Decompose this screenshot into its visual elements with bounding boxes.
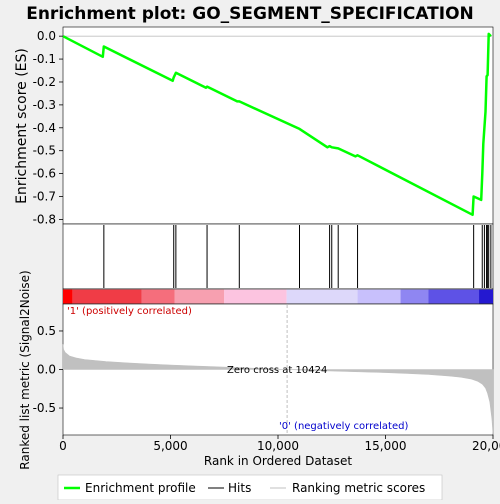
es-tick-label: -0.1 [33, 52, 56, 66]
es-tick-label: -0.7 [33, 190, 56, 204]
ranking-metric-area [62, 344, 494, 435]
rank-bar-segment [141, 289, 175, 304]
es-tick-label: -0.8 [33, 212, 56, 226]
es-axis-label: Enrichment score (ES) [14, 48, 30, 204]
x-tick-label: 20,000 [472, 439, 500, 453]
legend-box [57, 474, 443, 501]
rank-bar-segment [428, 289, 480, 304]
es-tick-label: -0.4 [33, 121, 56, 135]
rank-bar-segment [286, 289, 358, 304]
legend-label-ranking: Ranking metric scores [292, 481, 425, 495]
metric-tick-label: 0.0 [37, 363, 56, 377]
x-tick-label: 15,000 [365, 439, 407, 453]
rank-bar-segment [224, 289, 287, 304]
rank-bar-segment [400, 289, 429, 304]
metric-tick-label: -0.5 [33, 401, 56, 415]
es-tick-label: -0.5 [33, 144, 56, 158]
positive-correlation-label: '1' (positively correlated) [67, 306, 192, 317]
rank-bar-segment [72, 289, 142, 304]
enrichment-profile-line [62, 32, 492, 217]
rank-bar-segment [357, 289, 401, 304]
rank-bar-segment [479, 289, 493, 304]
metric-tick-label: 0.5 [37, 324, 56, 338]
rank-bar-segment [174, 289, 225, 304]
metric-axis-label: Ranked list metric (Signal2Noise) [18, 270, 32, 469]
es-tick-label: 0.0 [37, 29, 56, 43]
es-tick-label: -0.6 [33, 167, 56, 181]
rank-bar-segment [63, 289, 73, 304]
x-tick-label: 10,000 [257, 439, 299, 453]
negative-correlation-label: '0' (negatively correlated) [279, 421, 408, 432]
legend-label-enrichment: Enrichment profile [85, 481, 196, 495]
es-tick-label: -0.3 [33, 98, 56, 112]
hits-panel [62, 223, 494, 290]
es-panel [62, 26, 494, 225]
x-tick-label: 5,000 [153, 439, 187, 453]
x-tick-label: 0 [59, 439, 67, 453]
chart-title: Enrichment plot: GO_SEGMENT_SPECIFICATIO… [26, 4, 474, 24]
legend-label-hits: Hits [228, 481, 251, 495]
x-axis-label: Rank in Ordered Dataset [204, 454, 352, 468]
es-tick-label: -0.2 [33, 75, 56, 89]
zero-cross-label: Zero cross at 10424 [227, 365, 327, 376]
